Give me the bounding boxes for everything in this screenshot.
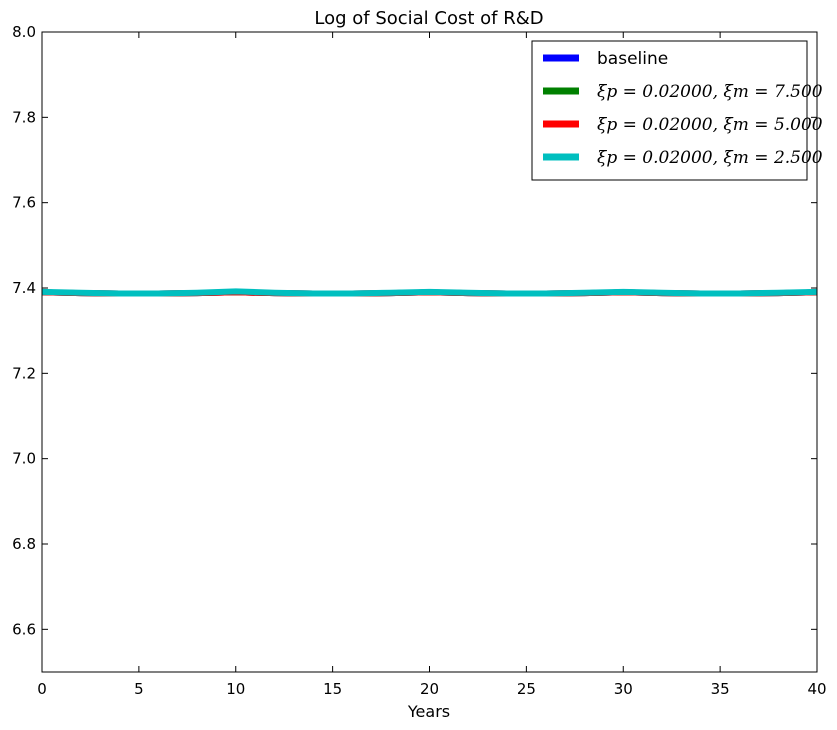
x-tick-label-3: 15 (323, 680, 342, 698)
x-tick-label-6: 30 (614, 680, 633, 698)
chart-title: Log of Social Cost of R&D (314, 8, 543, 29)
y-tick-label-7: 8.0 (12, 23, 36, 41)
x-tick-label-4: 20 (420, 680, 439, 698)
y-tick-label-3: 7.2 (12, 364, 36, 382)
x-tick-label-7: 35 (711, 680, 730, 698)
x-tick-label-8: 40 (807, 680, 826, 698)
series-layer (41, 288, 818, 297)
tick-layer: 0 5 10 15 20 25 30 35 40 6.6 6.8 7.0 7.2 7.4 7.6 7.8 8.0 (12, 23, 826, 698)
x-tick-label-0: 0 (37, 680, 47, 698)
legend-label-0: baseline (597, 49, 668, 69)
legend-label-1: ξp = 0.02000, ξm = 7.500 (597, 82, 823, 102)
x-tick-label-1: 5 (134, 680, 144, 698)
x-tick-label-2: 10 (226, 680, 245, 698)
y-tick-label-4: 7.4 (12, 279, 36, 297)
x-axis-label: Years (407, 702, 450, 721)
y-tick-label-6: 7.8 (12, 108, 36, 126)
y-tick-label-0: 6.6 (12, 620, 36, 638)
y-tick-label-1: 6.8 (12, 535, 36, 553)
series-line-3 (41, 288, 818, 297)
legend-label-2: ξp = 0.02000, ξm = 5.000 (597, 115, 823, 135)
legend: baseline ξp = 0.02000, ξm = 7.500 ξp = 0.0… (531, 40, 823, 181)
y-tick-label-2: 7.0 (12, 450, 36, 468)
legend-label-3: ξp = 0.02000, ξm = 2.500 (597, 148, 823, 168)
x-tick-label-5: 25 (517, 680, 536, 698)
y-tick-label-5: 7.6 (12, 194, 36, 212)
